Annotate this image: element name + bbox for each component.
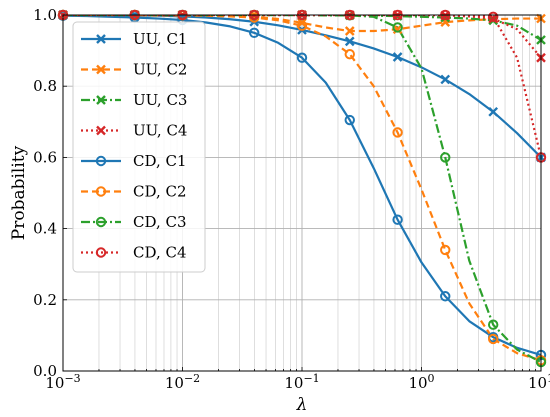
y-tick-label: 1.0 [33, 6, 57, 24]
legend-marker [96, 64, 106, 75]
series-marker-6 [296, 20, 308, 31]
series-line-5 [63, 15, 541, 357]
series-marker-6 [344, 48, 355, 60]
series-line-3 [63, 15, 541, 41]
y-tick-label: 0.0 [33, 362, 57, 380]
marker-stroke [297, 17, 307, 28]
x-tick-label: 100 [408, 372, 434, 392]
series-marker-1 [344, 36, 355, 47]
series-marker-5 [440, 291, 451, 302]
y-tick-label: 0.6 [33, 148, 57, 166]
series-marker-5 [248, 27, 260, 38]
x-tick-label: 10−3 [45, 372, 80, 392]
marker-stroke [488, 106, 499, 117]
series-marker-2 [344, 26, 355, 36]
legend-label: CD, C2 [133, 183, 187, 201]
marker-stroke [96, 125, 106, 136]
marker-stroke [440, 74, 451, 85]
legend-box [72, 21, 206, 273]
legend-marker [95, 247, 107, 258]
legend-label: UU, C1 [133, 30, 187, 48]
legend-marker [96, 125, 106, 136]
axis-ticks [62, 14, 536, 372]
series-marker-7 [487, 319, 499, 330]
series-marker-1 [392, 52, 403, 62]
series-line-2 [63, 15, 541, 33]
series-marker-7 [440, 152, 451, 163]
series-marker-6 [440, 244, 451, 256]
legend-marker [95, 186, 107, 197]
legend-label: CD, C4 [133, 244, 187, 262]
y-axis-title: Probability [9, 145, 29, 240]
x-tick-label: 101 [528, 372, 550, 392]
legend-label: CD, C1 [133, 152, 187, 170]
series-marker-1 [488, 106, 499, 117]
series-marker-5 [344, 114, 355, 126]
series-marker-6 [392, 127, 403, 138]
x-tick-label: 10−2 [165, 372, 200, 392]
legend-label: UU, C3 [133, 91, 187, 109]
series-marker-6 [487, 333, 499, 345]
series-marker-5 [296, 52, 308, 63]
y-tick-label: 0.2 [33, 291, 57, 309]
legend-marker [95, 155, 107, 167]
legend-label: UU, C2 [133, 61, 187, 79]
legend-label: UU, C4 [133, 122, 187, 140]
marker-stroke [344, 26, 355, 36]
series-marker-5 [392, 214, 403, 225]
legend-marker [96, 34, 106, 44]
marker-stroke [96, 64, 106, 75]
legend: UU, C1 UU, C2 UU, C3 UU, C4 CD, C1 CD, C2 CD, … [72, 21, 206, 273]
series-marker-1 [440, 74, 451, 85]
legend-label: CD, C3 [133, 213, 187, 231]
tick-labels: 0.0 0.2 0.4 0.6 0.8 1.0 10−3 10−2 10−1 100 101 [33, 6, 550, 392]
series-marker-7 [392, 22, 403, 33]
legend-marker [95, 216, 107, 228]
series-marker-8 [487, 11, 499, 22]
y-tick-label: 0.4 [33, 220, 57, 238]
marker-stroke [96, 34, 106, 44]
marker-stroke [96, 95, 106, 105]
series-marker-2 [297, 17, 307, 28]
x-axis-title: λ [296, 395, 308, 413]
marker-stroke [392, 52, 403, 62]
legend-marker [96, 95, 106, 105]
series-line-7 [63, 15, 541, 364]
y-tick-label: 0.8 [33, 77, 57, 95]
marker-stroke [344, 36, 355, 47]
x-tick-label: 10−1 [284, 372, 319, 392]
